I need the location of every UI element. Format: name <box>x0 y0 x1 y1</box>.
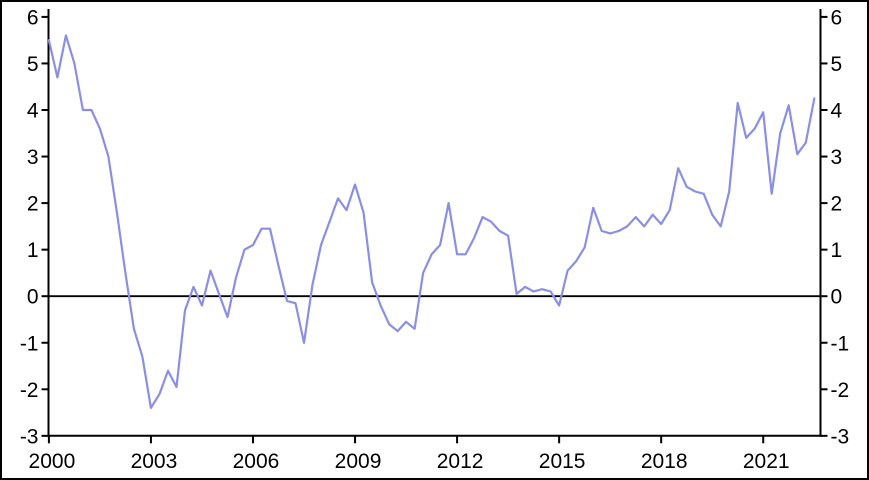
x-axis-labels: 2000 2003 2006 2009 2012 2015 2018 2021 <box>29 450 790 473</box>
x-tick-label: 2003 <box>131 450 178 473</box>
x-tick-label: 2015 <box>539 450 586 473</box>
y-tick-label: -3 <box>831 425 850 448</box>
axes <box>47 9 822 437</box>
x-tick-label: 2006 <box>233 450 280 473</box>
y-tick-label: 6 <box>831 6 843 29</box>
y-tick-label: 1 <box>831 239 843 262</box>
y-tick-label: -2 <box>831 379 850 402</box>
y-tick-label: 3 <box>831 146 843 169</box>
y-axis-left-ticks <box>41 15 49 437</box>
x-axis-ticks <box>47 435 765 444</box>
y-tick-label: 5 <box>831 53 843 76</box>
x-tick-label: 2018 <box>641 450 688 473</box>
x-tick-label: 2009 <box>335 450 382 473</box>
y-tick-label: 5 <box>27 53 39 76</box>
y-axis-right-ticks <box>820 15 828 437</box>
y-tick-label: -1 <box>20 332 39 355</box>
y-axis-left-labels: 6 5 4 3 2 1 0 -1 -2 -3 <box>20 6 39 448</box>
y-tick-label: 4 <box>27 100 39 123</box>
y-tick-label: -1 <box>831 332 850 355</box>
y-tick-label: 0 <box>831 286 843 309</box>
y-tick-label: 2 <box>831 193 843 216</box>
x-tick-label: 2021 <box>743 450 790 473</box>
y-axis-right-labels: 6 5 4 3 2 1 0 -1 -2 -3 <box>831 6 850 448</box>
y-tick-label: 1 <box>27 239 39 262</box>
y-tick-label: 3 <box>27 146 39 169</box>
y-tick-label: 4 <box>831 100 843 123</box>
x-tick-label: 2012 <box>437 450 484 473</box>
y-tick-label: 0 <box>27 286 39 309</box>
y-tick-label: 6 <box>27 6 39 29</box>
y-tick-label: -2 <box>20 379 39 402</box>
x-tick-label: 2000 <box>29 450 76 473</box>
data-series <box>47 34 816 409</box>
data-series-line <box>47 34 816 409</box>
y-tick-label: 2 <box>27 193 39 216</box>
y-tick-label: -3 <box>20 425 39 448</box>
